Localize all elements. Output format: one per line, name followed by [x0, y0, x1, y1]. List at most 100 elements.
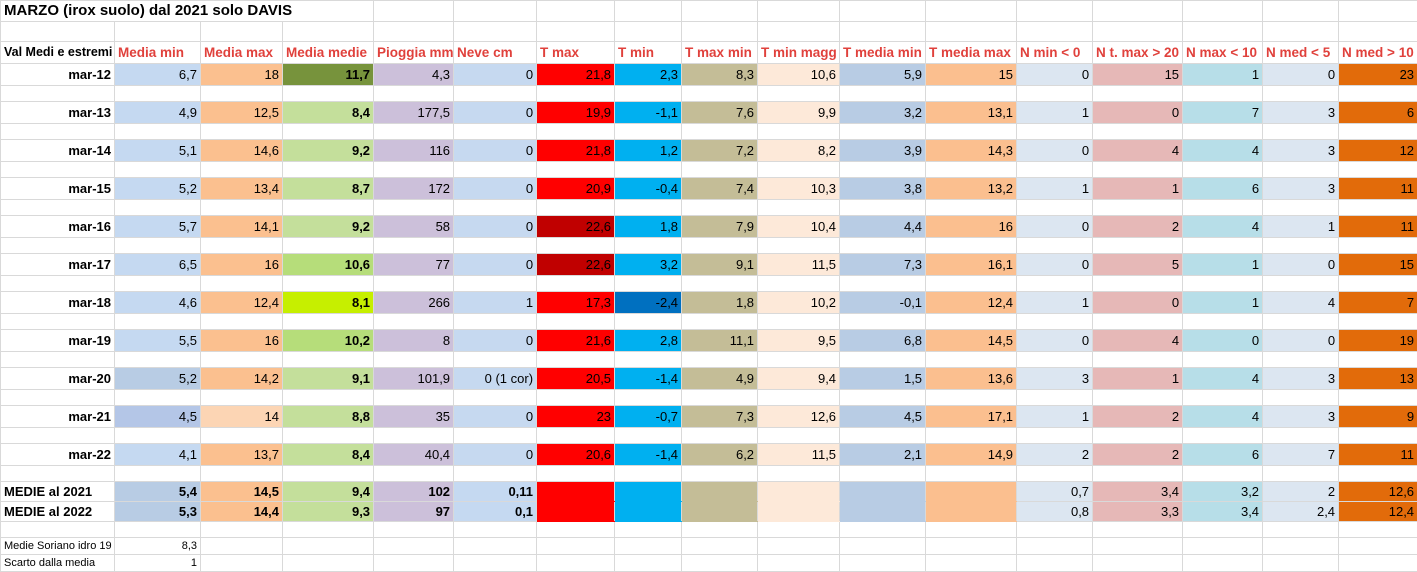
empty-cell[interactable] [1339, 22, 1417, 42]
empty-cell[interactable] [758, 314, 840, 330]
data-cell[interactable]: 12,5 [201, 102, 283, 124]
data-cell[interactable]: 0 (1 cor) [454, 368, 537, 390]
empty-cell[interactable] [1183, 1, 1263, 22]
empty-cell[interactable] [201, 555, 283, 572]
empty-cell[interactable] [840, 124, 926, 140]
empty-cell[interactable] [454, 162, 537, 178]
data-cell[interactable]: 13,6 [926, 368, 1017, 390]
summary-cell[interactable] [615, 502, 682, 522]
empty-cell[interactable] [1183, 200, 1263, 216]
empty-cell[interactable] [682, 1, 758, 22]
data-cell[interactable]: 5,9 [840, 64, 926, 86]
empty-cell[interactable] [1017, 238, 1093, 254]
empty-cell[interactable] [1263, 428, 1339, 444]
empty-cell[interactable] [840, 22, 926, 42]
empty-cell[interactable] [454, 352, 537, 368]
empty-cell[interactable] [1017, 200, 1093, 216]
empty-cell[interactable] [283, 238, 374, 254]
empty-cell[interactable] [682, 538, 758, 555]
data-cell[interactable]: 11 [1339, 444, 1417, 466]
data-cell[interactable]: 7,3 [682, 406, 758, 428]
data-cell[interactable]: 7,3 [840, 254, 926, 276]
data-cell[interactable]: 14,9 [926, 444, 1017, 466]
data-cell[interactable]: 15 [926, 64, 1017, 86]
empty-cell[interactable] [1093, 22, 1183, 42]
data-cell[interactable]: 12 [1339, 140, 1417, 162]
empty-cell[interactable] [374, 86, 454, 102]
data-cell[interactable]: -0,1 [840, 292, 926, 314]
empty-cell[interactable] [1339, 314, 1417, 330]
empty-cell[interactable] [926, 162, 1017, 178]
column-header[interactable]: N max < 10 [1183, 42, 1263, 64]
data-cell[interactable]: 1 [1017, 178, 1093, 200]
empty-cell[interactable] [1263, 352, 1339, 368]
empty-cell[interactable] [537, 200, 615, 216]
empty-cell[interactable] [1183, 555, 1263, 572]
empty-cell[interactable] [840, 162, 926, 178]
empty-cell[interactable] [1017, 314, 1093, 330]
data-cell[interactable]: 0 [1017, 64, 1093, 86]
data-cell[interactable]: 4,3 [374, 64, 454, 86]
data-cell[interactable]: 13,1 [926, 102, 1017, 124]
empty-cell[interactable] [454, 86, 537, 102]
row-date[interactable]: mar-16 [1, 216, 115, 238]
data-cell[interactable]: 17,1 [926, 406, 1017, 428]
data-cell[interactable]: 13,4 [201, 178, 283, 200]
data-cell[interactable]: 7 [1183, 102, 1263, 124]
empty-cell[interactable] [1263, 86, 1339, 102]
empty-cell[interactable] [758, 522, 840, 538]
empty-cell[interactable] [201, 522, 283, 538]
empty-cell[interactable] [1, 238, 115, 254]
empty-cell[interactable] [840, 522, 926, 538]
data-cell[interactable]: 0 [1093, 102, 1183, 124]
data-cell[interactable]: 16 [201, 254, 283, 276]
summary-cell[interactable]: 14,5 [201, 482, 283, 502]
empty-cell[interactable] [682, 352, 758, 368]
data-cell[interactable]: 21,8 [537, 64, 615, 86]
data-cell[interactable]: 10,4 [758, 216, 840, 238]
empty-cell[interactable] [1183, 466, 1263, 482]
empty-cell[interactable] [537, 390, 615, 406]
empty-cell[interactable] [682, 124, 758, 140]
summary-cell[interactable] [758, 482, 840, 502]
empty-cell[interactable] [454, 1, 537, 22]
empty-cell[interactable] [201, 22, 283, 42]
column-header[interactable]: N min < 0 [1017, 42, 1093, 64]
empty-cell[interactable] [926, 124, 1017, 140]
data-cell[interactable]: 1,5 [840, 368, 926, 390]
data-cell[interactable]: 8,1 [283, 292, 374, 314]
empty-cell[interactable] [1263, 124, 1339, 140]
data-cell[interactable]: 0 [454, 64, 537, 86]
empty-cell[interactable] [454, 124, 537, 140]
data-cell[interactable]: 9,1 [283, 368, 374, 390]
data-cell[interactable]: 13,7 [201, 444, 283, 466]
empty-cell[interactable] [537, 555, 615, 572]
empty-cell[interactable] [115, 238, 201, 254]
summary-cell[interactable]: 2,4 [1263, 502, 1339, 522]
empty-cell[interactable] [1183, 124, 1263, 140]
data-cell[interactable]: 3,2 [615, 254, 682, 276]
empty-cell[interactable] [926, 522, 1017, 538]
data-cell[interactable]: 7,2 [682, 140, 758, 162]
summary-cell[interactable]: 0,11 [454, 482, 537, 502]
empty-cell[interactable] [283, 555, 374, 572]
empty-cell[interactable] [454, 238, 537, 254]
empty-cell[interactable] [682, 314, 758, 330]
data-cell[interactable]: 4,1 [115, 444, 201, 466]
data-cell[interactable]: 7 [1339, 292, 1417, 314]
empty-cell[interactable] [454, 200, 537, 216]
data-cell[interactable]: 4 [1093, 140, 1183, 162]
empty-cell[interactable] [1183, 314, 1263, 330]
data-cell[interactable]: 17,3 [537, 292, 615, 314]
data-cell[interactable]: 14,3 [926, 140, 1017, 162]
empty-cell[interactable] [1183, 352, 1263, 368]
empty-cell[interactable] [615, 428, 682, 444]
data-cell[interactable]: 7,6 [682, 102, 758, 124]
empty-cell[interactable] [926, 352, 1017, 368]
empty-cell[interactable] [615, 538, 682, 555]
empty-cell[interactable] [1339, 428, 1417, 444]
empty-cell[interactable] [1017, 22, 1093, 42]
data-cell[interactable]: 9,2 [283, 216, 374, 238]
summary-cell[interactable]: 0,7 [1017, 482, 1093, 502]
empty-cell[interactable] [1183, 390, 1263, 406]
